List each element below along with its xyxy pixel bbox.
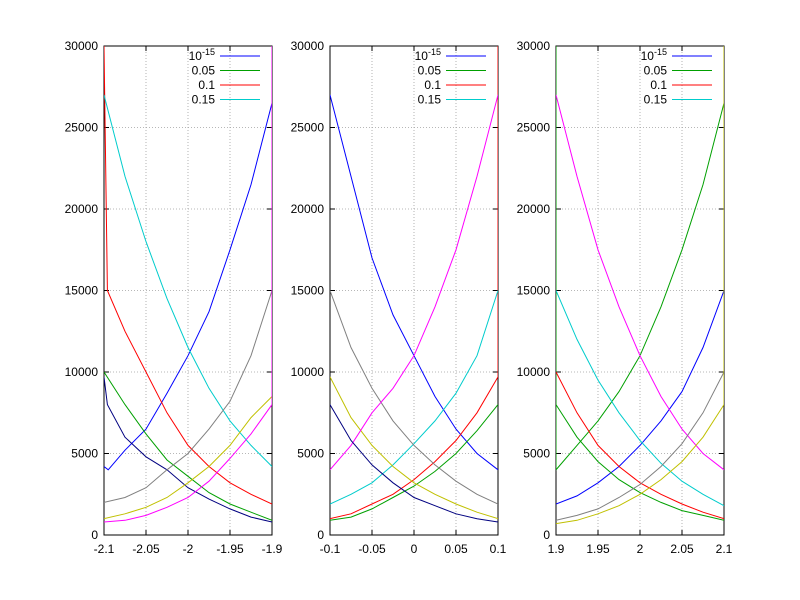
series-line-4 (104, 376, 272, 523)
chart-panel-right: 1.9 1.95 2 2.05 2.1 0 5000 10000 15000 20000 25000… (517, 39, 733, 556)
y-tick-label: 20000 (517, 202, 551, 216)
y-tick-label: 15000 (517, 284, 551, 298)
chart-panel-middle: -0.1 -0.05 0 0.05 0.105000100001500020000250… (291, 39, 507, 556)
legend-label: 0.1 (198, 78, 215, 92)
y-tick-label: 5000 (523, 447, 550, 461)
series-line-3 (330, 290, 498, 505)
x-tick-label: 0.05 (444, 542, 468, 556)
x-tick-label: 0 (411, 542, 418, 556)
x-tick-label: 2 (637, 542, 644, 556)
y-tick-label: 30000 (291, 39, 325, 53)
y-tick-label: 0 (317, 528, 324, 542)
series-line-0 (104, 102, 272, 471)
y-tick-label: 30000 (517, 39, 551, 53)
x-tick-label: 1.9 (548, 542, 565, 556)
y-tick-label: 25000 (291, 121, 325, 135)
legend: 10-150.050.10.15 (415, 47, 486, 107)
y-tick-label: 10000 (291, 365, 325, 379)
series-line-3 (104, 94, 272, 467)
series-group (104, 46, 272, 523)
y-tick-label: 15000 (65, 284, 99, 298)
legend-label: 0.1 (424, 78, 441, 92)
y-tick-label: 5000 (71, 447, 98, 461)
legend-label: 0.05 (192, 64, 216, 78)
x-tick-label: -2.1 (94, 542, 115, 556)
legend-label: 0.15 (644, 93, 668, 107)
x-tick-label: 2.05 (670, 542, 694, 556)
series-line-3 (556, 290, 724, 507)
series-line-7 (104, 46, 272, 523)
series-line-5 (104, 290, 272, 503)
x-tick-label: 0.1 (490, 542, 507, 556)
series-line-2 (330, 46, 498, 520)
series-line-5 (330, 376, 498, 520)
x-tick-label: -1.9 (262, 542, 283, 556)
series-line-6 (330, 94, 498, 471)
y-tick-label: 25000 (517, 121, 551, 135)
legend-label: 0.05 (644, 64, 668, 78)
y-tick-label: 30000 (65, 39, 99, 53)
x-tick-label: -2 (183, 542, 194, 556)
legend-label: 10-15 (641, 47, 667, 63)
legend-label: 0.15 (418, 93, 442, 107)
x-tick-label: -0.05 (358, 542, 386, 556)
x-tick-label: -1.95 (216, 542, 244, 556)
legend-label: 10-15 (189, 47, 215, 63)
y-tick-label: 0 (543, 528, 550, 542)
series-line-2 (556, 371, 724, 520)
legend-label: 0.05 (418, 64, 442, 78)
series-line-4 (330, 290, 498, 505)
series-line-6 (556, 371, 724, 521)
legend-label: 10-15 (415, 47, 441, 63)
series-line-0 (556, 290, 724, 505)
series-line-6 (104, 372, 272, 520)
series-group (330, 46, 498, 523)
legend-label: 0.1 (650, 78, 667, 92)
y-tick-label: 0 (91, 528, 98, 542)
y-tick-label: 10000 (65, 365, 99, 379)
series-line-1 (330, 404, 498, 521)
series-line-4 (556, 404, 724, 521)
y-tick-label: 5000 (297, 447, 324, 461)
x-tick-label: -2.05 (132, 542, 160, 556)
y-tick-label: 20000 (65, 202, 99, 216)
y-tick-label: 15000 (291, 284, 325, 298)
legend: 10-150.050.10.15 (641, 47, 712, 107)
x-tick-label: 1.95 (586, 542, 610, 556)
x-tick-label: 2.1 (716, 542, 733, 556)
legend: 10-150.050.10.15 (189, 47, 260, 107)
series-line-1 (556, 46, 724, 471)
y-tick-label: 25000 (65, 121, 99, 135)
chart-panel-left: -2.1 -2.05 -2 -1.95 -1.9 0 5000 10000 15000 20000… (65, 39, 283, 556)
legend-label: 0.15 (192, 93, 216, 107)
series-group (556, 46, 724, 525)
series-line-1 (104, 371, 272, 521)
y-tick-label: 10000 (517, 365, 551, 379)
series-line-7 (556, 46, 724, 525)
y-tick-label: 20000 (291, 202, 325, 216)
x-tick-label: -0.1 (320, 542, 341, 556)
series-line-2 (104, 46, 272, 505)
series-line-7 (330, 404, 498, 523)
